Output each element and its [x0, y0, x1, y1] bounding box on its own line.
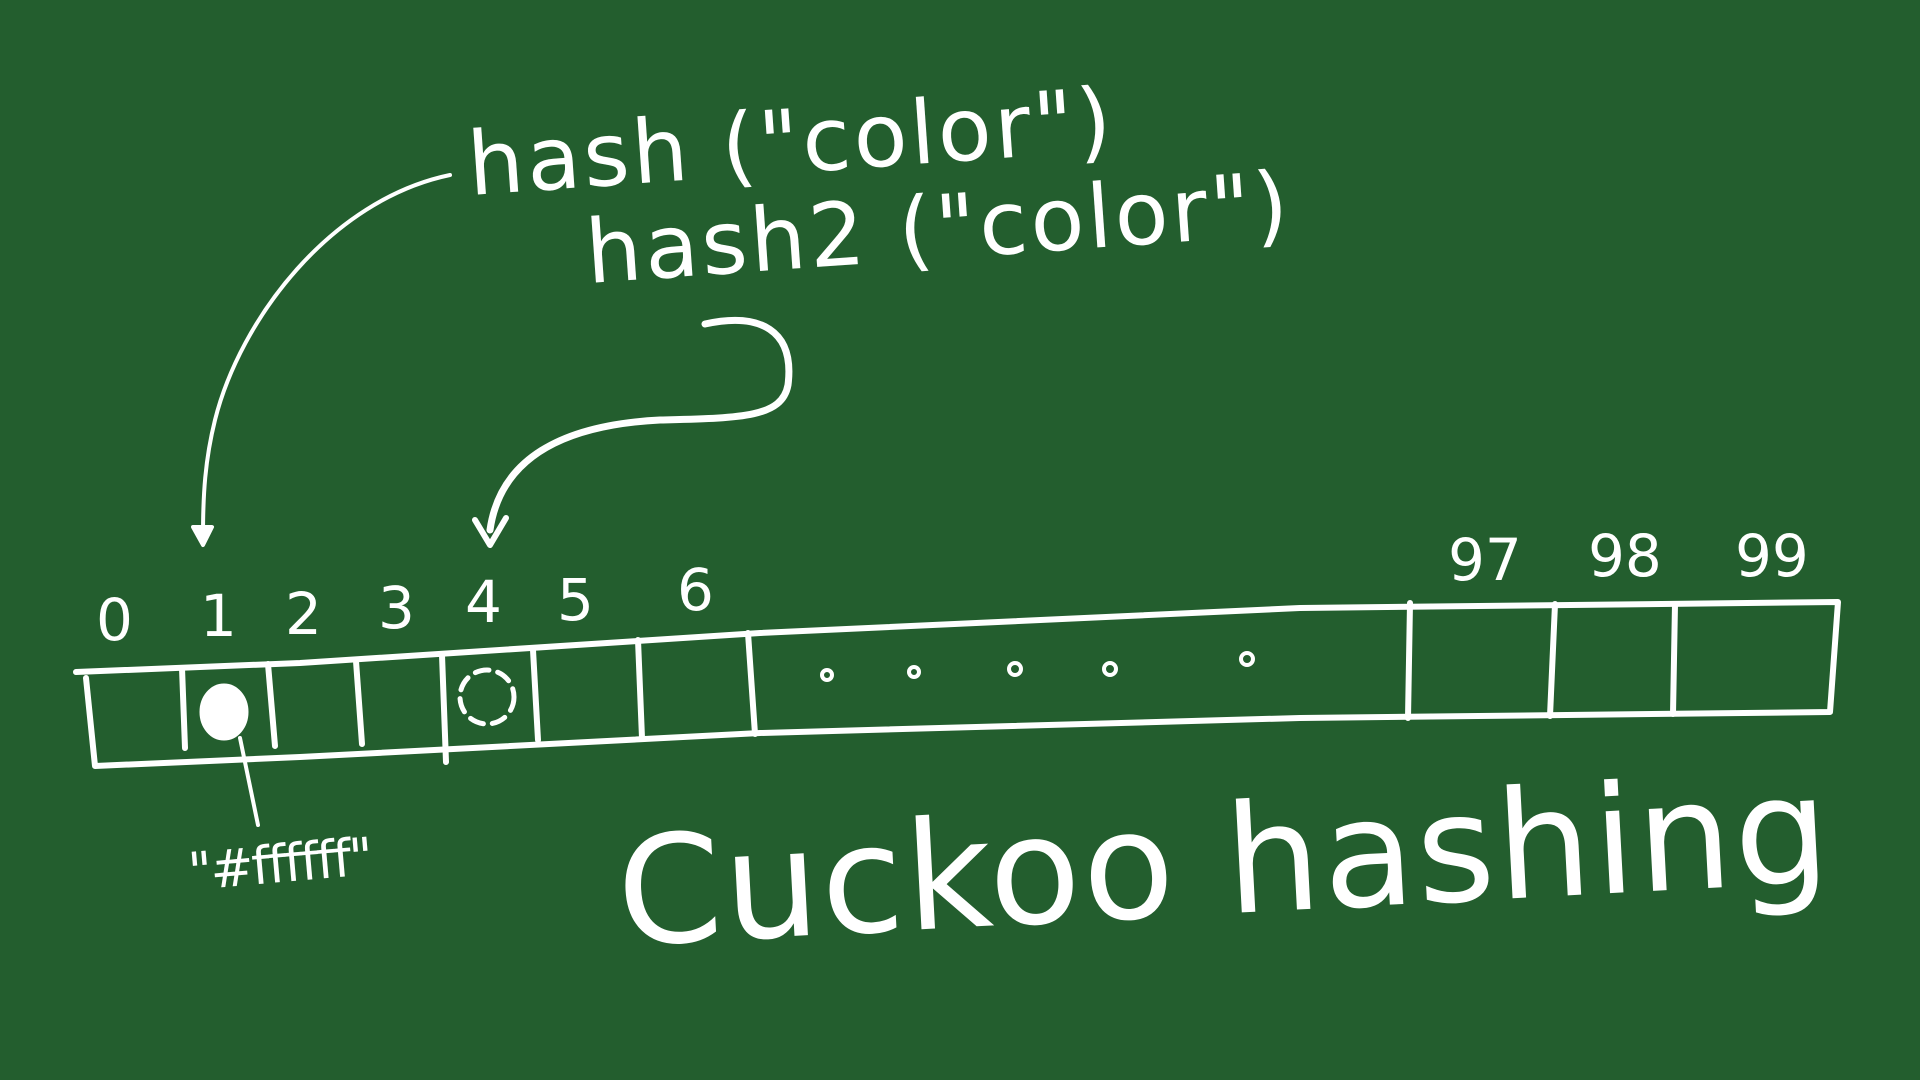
index-label: 5: [557, 566, 594, 634]
table-divider: [635, 637, 645, 741]
table-divider: [1670, 601, 1678, 717]
index-label: 1: [200, 582, 237, 650]
title: Cuckoo hashing: [613, 744, 1836, 981]
index-label: 6: [677, 556, 714, 624]
table-divider: [1405, 600, 1413, 721]
table-divider: [1547, 601, 1558, 719]
hash-table: [73, 599, 1841, 769]
alternate-slot-marker: [457, 667, 517, 727]
table-divider: [265, 661, 278, 749]
table-divider: [179, 665, 188, 751]
table-divider: [353, 658, 365, 747]
stored-value-label: "#ffffff": [186, 827, 374, 903]
table-outline: [73, 599, 1841, 769]
arrow-hash2-to-slot-4: [472, 317, 793, 548]
table-divider: [745, 630, 758, 737]
arrow-hash-to-slot-1: [191, 173, 452, 547]
index-label: 98: [1588, 522, 1662, 590]
index-label: 97: [1448, 526, 1522, 594]
index-label: 4: [465, 568, 502, 636]
index-label: 99: [1735, 522, 1809, 590]
index-label: 3: [378, 574, 415, 642]
ellipsis-dots: [820, 651, 1255, 682]
table-divider: [439, 652, 449, 765]
stored-item: [199, 683, 260, 827]
index-label: 0: [96, 586, 133, 654]
index-labels: 0 1 2 3 4 5 6 97 98 99: [96, 522, 1809, 654]
table-divider: [530, 647, 541, 743]
index-label: 2: [285, 580, 322, 648]
